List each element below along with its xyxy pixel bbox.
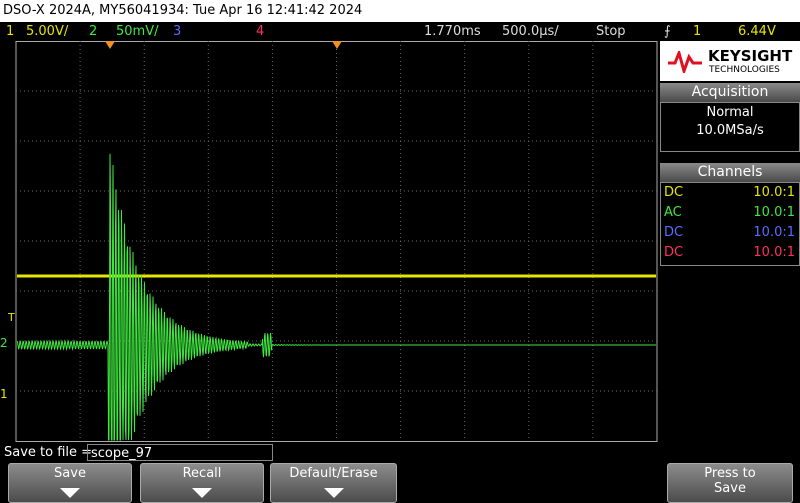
ch4-label[interactable]: 4 [256, 24, 265, 39]
acquisition-header: Acquisition [660, 83, 800, 102]
softkey-label: Press to Save [704, 466, 756, 496]
ch1-scale[interactable]: 5.00V/ [26, 24, 69, 39]
ch2-scale[interactable]: 50mV/ [116, 24, 159, 39]
probe-ratio: 10.0:1 [753, 205, 795, 220]
trigger-marker [105, 41, 115, 49]
channels-box: DC 10.0:1 AC 10.0:1 DC 10.0:1 DC 10.0:1 [660, 182, 800, 266]
ch3-label[interactable]: 3 [173, 24, 182, 39]
coupling: DC [664, 225, 684, 240]
probe-ratio: 10.0:1 [753, 245, 795, 260]
timebase[interactable]: 500.0µs/ [502, 24, 559, 39]
ch2-label: 2 [89, 24, 98, 39]
brand-sub: TECHNOLOGIES [709, 65, 780, 75]
softkey-default-erase[interactable]: Default/Erase [270, 463, 397, 503]
softkey-recall[interactable]: Recall [140, 463, 264, 503]
acq-rate: 10.0MSa/s [696, 123, 764, 138]
acq-mode: Normal [706, 105, 754, 120]
softkey-label: Save [54, 466, 86, 481]
save-label: Save to file = [4, 445, 93, 460]
ch2-waveform [16, 153, 656, 441]
filename-field[interactable]: scope_97 [87, 444, 273, 461]
coupling: DC [664, 185, 684, 200]
delay[interactable]: 1.770ms [424, 24, 481, 39]
softkey-press-to-save[interactable]: Press to Save [667, 463, 793, 503]
probe-ratio: 10.0:1 [753, 225, 795, 240]
graticule: T 2 1 [0, 41, 658, 442]
softkey-label: Recall [182, 466, 222, 481]
ch2-ground-marker: 2 [0, 336, 8, 350]
softkey-save[interactable]: Save [8, 463, 132, 503]
trigger-icon: ⨍ [664, 24, 671, 39]
trigger-level[interactable]: 6.44V [738, 24, 776, 39]
trigger-source: 1 [693, 24, 702, 39]
delay-marker [332, 41, 342, 49]
coupling: AC [664, 205, 682, 220]
acquisition-box: Normal 10.0MSa/s [660, 102, 800, 152]
brand-name: KEYSIGHT [708, 47, 793, 65]
ch1-ground-marker: 1 [0, 387, 8, 401]
softkey-label: Default/Erase [289, 466, 378, 481]
grid [16, 41, 657, 441]
brand-logo: KEYSIGHT TECHNOLOGIES [660, 41, 800, 81]
logo-icon [668, 51, 702, 73]
probe-ratio: 10.0:1 [753, 185, 795, 200]
run-state: Stop [596, 24, 626, 39]
title-bar: DSO-X 2024A, MY56041934: Tue Apr 16 12:4… [0, 0, 800, 22]
trigger-level-marker: T [7, 311, 15, 324]
coupling: DC [664, 245, 684, 260]
channels-header: Channels [660, 163, 800, 182]
ch1-label: 1 [6, 24, 15, 39]
